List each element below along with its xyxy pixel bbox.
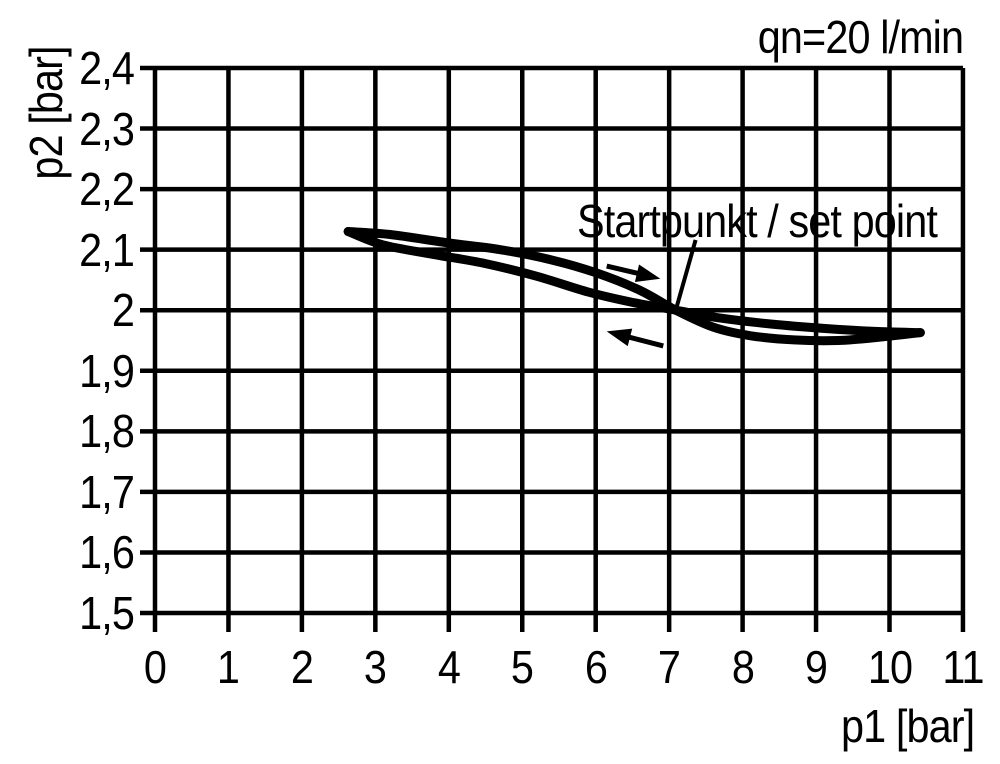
- x-tick-label: 0: [143, 641, 167, 693]
- y-tick-label: 1,7: [79, 465, 135, 518]
- x-tick-label: 10: [867, 641, 912, 693]
- x-tick-label: 5: [511, 641, 534, 693]
- y-tick-label: 1,8: [79, 405, 135, 458]
- set-point-annotation-label: Startpunkt / set point: [577, 195, 938, 247]
- hysteresis_branch_2: [343, 227, 925, 338]
- x-tick-label: 11: [942, 641, 984, 693]
- x-tick-label: 1: [217, 641, 240, 693]
- y-tick-label: 2: [111, 284, 135, 337]
- y-tick-label: 2,2: [79, 163, 135, 216]
- y-tick-label: 1,6: [79, 526, 135, 579]
- x-tick-label: 3: [364, 641, 387, 693]
- y-tick-label: 2,3: [79, 102, 135, 155]
- y-tick-label: 1,9: [79, 344, 135, 397]
- flow-rate-note: qn=20 l/min: [757, 11, 964, 63]
- x-tick-label: 8: [731, 641, 755, 693]
- y-tick-label: 2,4: [79, 42, 135, 94]
- flow-arrow-forward-head: [634, 264, 661, 282]
- y-tick-label: 1,5: [79, 587, 135, 639]
- x-tick-label: 9: [804, 641, 828, 693]
- x-tick-label: 6: [584, 641, 608, 693]
- flow-arrow-return-head: [606, 328, 633, 347]
- x-tick-label: 2: [290, 641, 314, 693]
- x-tick-label: 4: [437, 641, 461, 693]
- set-point-leader-line: [673, 239, 698, 311]
- hysteresis_branch_1: [343, 227, 925, 346]
- y-tick-label: 2,1: [79, 223, 135, 276]
- x-tick-label: 7: [658, 641, 681, 693]
- x-axis-label: p1 [bar]: [841, 700, 975, 752]
